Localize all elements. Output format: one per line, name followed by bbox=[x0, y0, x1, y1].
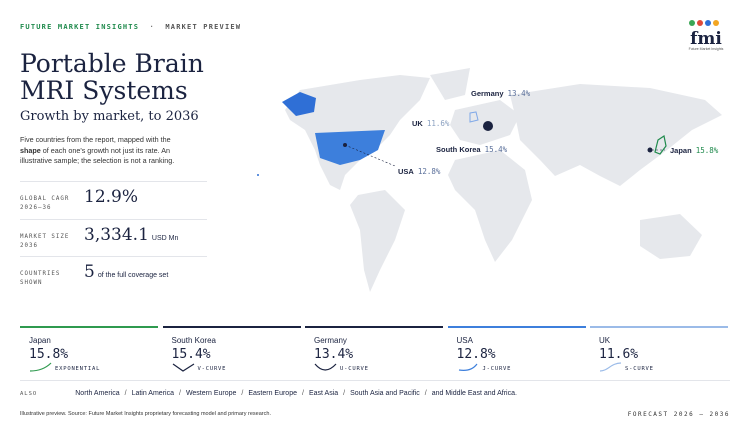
footer-note: Illustrative preview. Source: Future Mar… bbox=[20, 411, 271, 417]
stat-label-line: GLOBAL CAGR bbox=[20, 196, 70, 202]
also-separator: / bbox=[424, 390, 427, 397]
map-label: Japan 15.8% bbox=[670, 146, 718, 155]
also-separator: / bbox=[343, 390, 346, 397]
curve-icon bbox=[314, 363, 337, 371]
also-separator: / bbox=[241, 390, 244, 397]
title-line: Portable Brain bbox=[20, 49, 204, 78]
logo-text: fmi bbox=[690, 29, 722, 49]
stat-label: GLOBAL CAGR 2026–36 bbox=[20, 195, 69, 213]
stat-label-line: 2036 bbox=[20, 242, 38, 249]
curve-icon bbox=[172, 363, 194, 372]
stat-label: MARKET SIZE 2036 bbox=[20, 233, 69, 251]
desc-bold: shape bbox=[20, 145, 41, 155]
title-line: MRI Systems bbox=[20, 76, 188, 105]
also-row: ALSO North America / Latin America / Western … bbox=[20, 390, 517, 397]
map-value: 12.8% bbox=[417, 167, 441, 176]
card-country: Japan bbox=[29, 336, 51, 345]
card: Japan 15.8% EXPONENTIAL bbox=[20, 326, 158, 378]
card-country: South Korea bbox=[171, 336, 216, 345]
also-item: Eastern Europe bbox=[248, 390, 297, 397]
title: Portable Brain MRI Systems bbox=[20, 50, 204, 104]
card-country: UK bbox=[599, 336, 611, 345]
logo-sub: Future Market Insights bbox=[688, 47, 724, 51]
curve-icon bbox=[599, 362, 622, 372]
also-item: East Asia bbox=[308, 390, 339, 397]
card-value: 15.4% bbox=[171, 347, 211, 362]
also-item: North America bbox=[75, 390, 120, 397]
stat-label-line: COUNTRIES bbox=[20, 271, 61, 277]
card-value: 13.4% bbox=[314, 347, 354, 362]
card-curve: V-CURVE bbox=[197, 366, 227, 372]
stat: MARKET SIZE 2036 3,334.1 USD Mn bbox=[20, 218, 207, 257]
map-value: 15.8% bbox=[695, 146, 719, 155]
map-label: South Korea 15.4% bbox=[436, 145, 507, 154]
card-country: USA bbox=[456, 336, 473, 345]
brand: FUTURE MARKET INSIGHTS bbox=[20, 23, 140, 31]
map-value: 13.4% bbox=[507, 89, 531, 98]
stat-label: COUNTRIES SHOWN bbox=[20, 270, 60, 288]
desc-text: Five countries from the report, mapped w… bbox=[20, 135, 171, 144]
logo: fmi Future Market Insights bbox=[686, 14, 726, 51]
section: MARKET PREVIEW bbox=[165, 23, 242, 31]
card-curve: S-CURVE bbox=[625, 366, 654, 372]
stat-value: 5 of the full coverage set bbox=[84, 262, 168, 282]
separator: · bbox=[149, 23, 155, 31]
divider bbox=[20, 380, 730, 381]
stat-unit: USD Mn bbox=[151, 234, 179, 242]
card-value: 12.8% bbox=[456, 347, 496, 362]
logo-dots bbox=[689, 20, 719, 26]
card: USA 12.8% J-CURVE bbox=[447, 326, 586, 378]
stat: COUNTRIES SHOWN 5 of the full coverage set bbox=[20, 256, 207, 294]
stat: GLOBAL CAGR 2026–36 12.9% bbox=[20, 181, 207, 219]
footer-forecast: FORECAST 2026 – 2036 bbox=[627, 411, 730, 418]
stat-number: 5 bbox=[84, 262, 95, 282]
card: South Korea 15.4% V-CURVE bbox=[162, 326, 301, 378]
card-curve: J-CURVE bbox=[482, 366, 512, 372]
map-country: Japan bbox=[670, 146, 692, 155]
stat-label-line: 2026–36 bbox=[20, 205, 52, 211]
also-label: ALSO bbox=[20, 391, 38, 397]
also-item: and Middle East and Africa. bbox=[431, 390, 517, 397]
map-country: USA bbox=[398, 167, 414, 176]
stat-value: 3,334.1 USD Mn bbox=[84, 225, 178, 245]
map-value: 15.4% bbox=[484, 145, 508, 154]
map-country: Germany bbox=[471, 89, 504, 98]
stat-label-line: MARKET SIZE bbox=[20, 233, 70, 240]
map-label: Germany 13.4% bbox=[471, 89, 530, 98]
header: FUTURE MARKET INSIGHTS · MARKET PREVIEW bbox=[20, 23, 241, 31]
map-value: 11.6% bbox=[426, 119, 450, 128]
map-country: UK bbox=[412, 119, 423, 128]
card: UK 11.6% S-CURVE bbox=[590, 326, 728, 378]
also-item: Latin America bbox=[131, 390, 174, 397]
card-country: Germany bbox=[314, 336, 347, 345]
stat-unit: of the full coverage set bbox=[97, 272, 169, 279]
map bbox=[257, 68, 722, 292]
card-curve: U-CURVE bbox=[340, 366, 369, 372]
map-label: UK 11.6% bbox=[412, 119, 449, 128]
map-country: South Korea bbox=[436, 145, 481, 154]
card-value: 11.6% bbox=[599, 347, 639, 362]
stat-number: 12.9% bbox=[84, 187, 139, 207]
card: Germany 13.4% U-CURVE bbox=[305, 326, 443, 378]
stat-label-line: SHOWN bbox=[20, 280, 43, 286]
curve-icon bbox=[458, 363, 477, 371]
also-separator: / bbox=[302, 390, 304, 397]
also-separator: / bbox=[124, 390, 127, 397]
desc-text: of each one's growth not just its rate. … bbox=[20, 145, 175, 166]
card-curve: EXPONENTIAL bbox=[55, 366, 101, 372]
also-item: South Asia and Pacific bbox=[350, 390, 420, 397]
stat-value: 12.9% bbox=[84, 187, 138, 207]
stat-number: 3,334.1 bbox=[84, 224, 149, 245]
card-value: 15.8% bbox=[29, 347, 69, 362]
description: Five countries from the report, mapped w… bbox=[20, 135, 190, 167]
subtitle: Growth by market, to 2036 bbox=[20, 109, 199, 124]
map-label: USA 12.8% bbox=[398, 167, 440, 176]
also-separator: / bbox=[178, 390, 181, 397]
also-item: Western Europe bbox=[185, 390, 237, 397]
curve-icon bbox=[29, 362, 52, 372]
